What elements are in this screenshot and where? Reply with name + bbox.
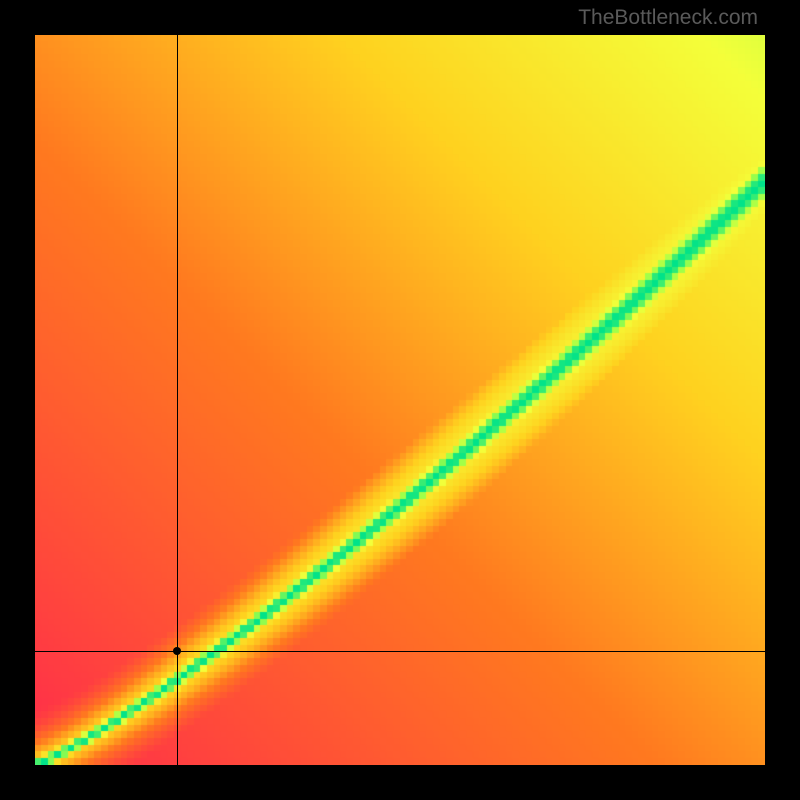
chart-frame: TheBottleneck.com — [0, 0, 800, 800]
crosshair-vertical — [177, 35, 178, 765]
bottleneck-heatmap — [35, 35, 765, 765]
crosshair-marker — [173, 647, 181, 655]
crosshair-horizontal — [35, 651, 765, 652]
watermark-text: TheBottleneck.com — [578, 6, 758, 30]
